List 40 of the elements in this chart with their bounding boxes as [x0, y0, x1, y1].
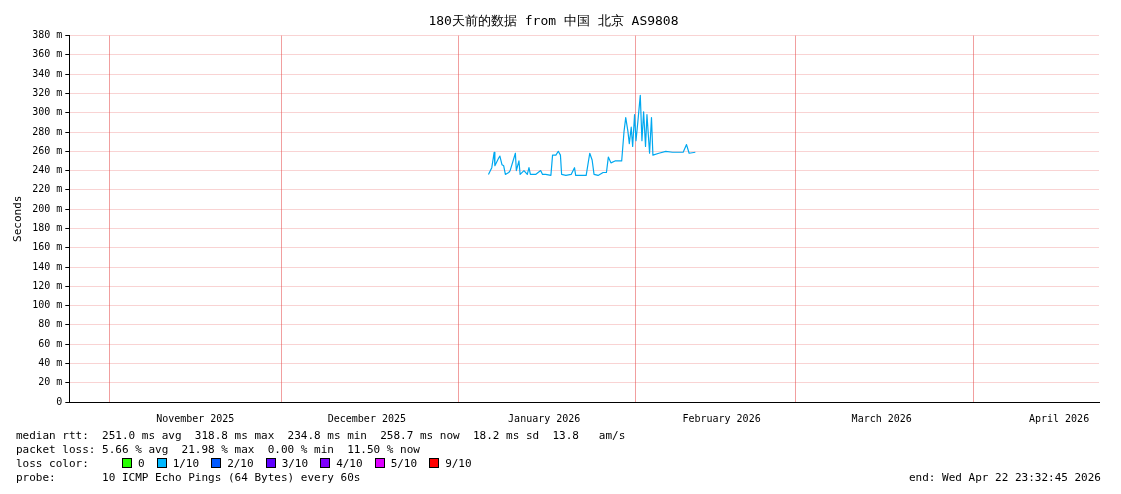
y-tick-label: 160 m [32, 241, 63, 253]
text: 0 [138, 456, 145, 470]
y-tick-label: 260 m [32, 144, 63, 156]
text: 5/10 [390, 456, 418, 470]
text: probe: 10 ICMP Echo Pings (64 Bytes) every 60s [16, 470, 361, 484]
x-tick-label: March 2026 [851, 412, 912, 424]
y-tick-label: 140 m [32, 260, 63, 272]
x-tick-label: April 2026 [1028, 412, 1090, 424]
y-tick-label: 40 m [38, 357, 63, 369]
chart-title: 180天前的数据 from 中国 北京 AS9808 [428, 13, 679, 29]
y-tick-label: 60 m [38, 337, 63, 349]
y-tick-label: 80 m [38, 318, 63, 330]
text: median rtt: 251.0 ms avg 318.8 ms max 234.8 ms min 258.7 ms now 18.2 ms sd 13.8 am/s [16, 428, 627, 442]
y-tick-label: 120 m [32, 279, 63, 291]
y-tick-label: 240 m [32, 164, 63, 176]
y-tick-label: 200 m [32, 202, 63, 214]
y-axis-title: Seconds [11, 195, 25, 242]
y-tick-label: 100 m [32, 299, 63, 311]
text: 4/10 [336, 456, 363, 470]
y-tick-label: 280 m [32, 125, 63, 137]
text: 9/10 [445, 456, 472, 470]
y-tick-label: 220 m [32, 183, 63, 195]
text: packet loss: 5.66 % avg 21.98 % max 0.00 % min 11.50 % now [16, 442, 421, 456]
y-tick-label: 360 m [32, 48, 63, 60]
text: 1/10 [172, 456, 200, 470]
y-tick-label: 340 m [32, 67, 63, 79]
y-tick-label: 380 m [32, 29, 63, 41]
text: loss color: [16, 456, 90, 470]
x-tick-label: January 2026 [508, 412, 581, 424]
y-tick-label: 0 [56, 395, 63, 407]
y-tick-label: 180 m [32, 222, 63, 234]
y-tick-label: 300 m [32, 106, 63, 118]
x-tick-label: February 2026 [682, 412, 761, 424]
text: 3/10 [281, 456, 309, 470]
text: 2/10 [227, 456, 254, 470]
x-tick-label: December 2025 [327, 412, 407, 424]
y-tick-label: 20 m [38, 376, 63, 388]
y-tick-label: 320 m [32, 87, 63, 99]
text: end: Wed Apr 22 23:32:45 2026 [908, 470, 1101, 484]
x-tick-label: November 2025 [156, 412, 235, 424]
